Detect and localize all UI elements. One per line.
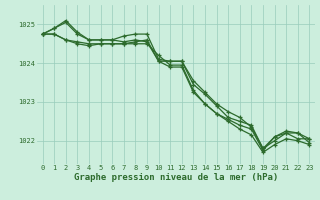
X-axis label: Graphe pression niveau de la mer (hPa): Graphe pression niveau de la mer (hPa) <box>74 173 278 182</box>
